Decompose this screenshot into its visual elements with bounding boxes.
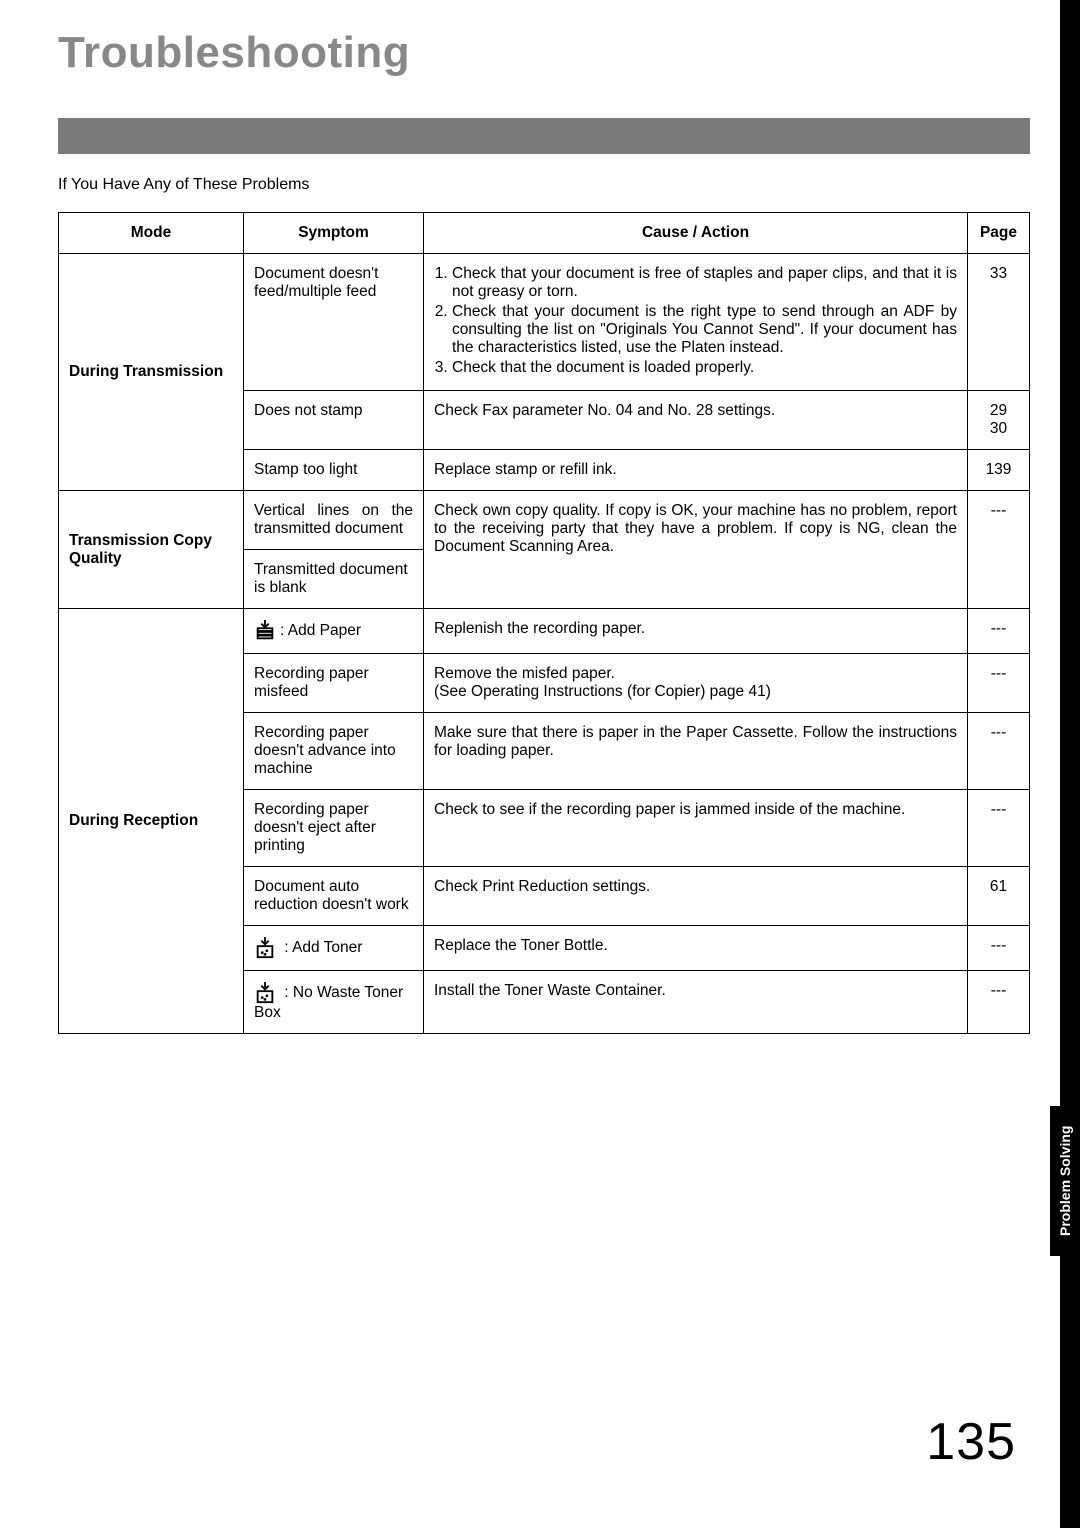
no-waste-toner-icon [254, 982, 276, 1004]
mode-reception: During Reception [59, 609, 244, 1034]
action: Check that your document is free of stap… [424, 254, 968, 391]
symptom: Vertical lines on the transmitted docume… [244, 491, 424, 550]
symptom: : Add Paper [244, 609, 424, 654]
add-paper-icon [254, 620, 276, 642]
page-ref: --- [968, 971, 1030, 1034]
action-item: Check that the document is loaded proper… [452, 359, 957, 377]
page-ref: 139 [968, 450, 1030, 491]
action: Replace the Toner Bottle. [424, 926, 968, 971]
symptom: Document doesn't feed/multiple feed [244, 254, 424, 391]
subtitle: If You Have Any of These Problems [58, 176, 1030, 194]
header-action: Cause / Action [424, 213, 968, 254]
action-item: Check that your document is the right ty… [452, 303, 957, 357]
table-row: Transmission Copy Quality Vertical lines… [59, 491, 1030, 550]
header-page: Page [968, 213, 1030, 254]
mode-transmission: During Transmission [59, 254, 244, 491]
symptom: : No Waste Toner Box [244, 971, 424, 1034]
header-symptom: Symptom [244, 213, 424, 254]
symptom: Transmitted document is blank [244, 550, 424, 609]
action-item: Check that your document is free of stap… [452, 265, 957, 301]
action: Remove the misfed paper. (See Operating … [424, 654, 968, 713]
page-content: Troubleshooting If You Have Any of These… [0, 0, 1080, 1528]
symptom-text: Vertical lines on the transmitted docume… [254, 502, 413, 538]
symptom: Document auto reduction doesn't work [244, 867, 424, 926]
table-row: During Reception : Add Paper Replenish t… [59, 609, 1030, 654]
section-banner [58, 118, 1030, 154]
page-number: 135 [926, 1412, 1016, 1472]
page-title: Troubleshooting [58, 28, 1030, 78]
action: Replenish the recording paper. [424, 609, 968, 654]
page-ref: --- [968, 654, 1030, 713]
action: Check own copy quality. If copy is OK, y… [424, 491, 968, 609]
symptom: Does not stamp [244, 391, 424, 450]
symptom: Recording paper doesn't advance into mac… [244, 713, 424, 790]
add-toner-icon [254, 937, 276, 959]
page-ref: 61 [968, 867, 1030, 926]
action: Make sure that there is paper in the Pap… [424, 713, 968, 790]
header-mode: Mode [59, 213, 244, 254]
action: Install the Toner Waste Container. [424, 971, 968, 1034]
page-ref-line: 29 [990, 402, 1007, 419]
symptom: Recording paper doesn't eject after prin… [244, 790, 424, 867]
action-line: (See Operating Instructions (for Copier)… [434, 683, 771, 700]
page-ref: 29 30 [968, 391, 1030, 450]
page-ref-line: 30 [990, 420, 1007, 437]
table-header-row: Mode Symptom Cause / Action Page [59, 213, 1030, 254]
side-tab: Problem Solving [1050, 1106, 1080, 1256]
symptom-label: : No Waste Toner Box [254, 984, 403, 1021]
page-ref: --- [968, 713, 1030, 790]
table-row: During Transmission Document doesn't fee… [59, 254, 1030, 391]
symptom-label: : Add Paper [280, 622, 361, 639]
action: Replace stamp or refill ink. [424, 450, 968, 491]
action-line: Remove the misfed paper. [434, 665, 615, 682]
mode-tx-quality: Transmission Copy Quality [59, 491, 244, 609]
action: Check Print Reduction settings. [424, 867, 968, 926]
action: Check Fax parameter No. 04 and No. 28 se… [424, 391, 968, 450]
symptom: : Add Toner [244, 926, 424, 971]
page-ref: --- [968, 491, 1030, 609]
symptom-label: : Add Toner [280, 939, 362, 956]
troubleshooting-table: Mode Symptom Cause / Action Page During … [58, 212, 1030, 1034]
page-ref: --- [968, 926, 1030, 971]
page-ref: 33 [968, 254, 1030, 391]
action: Check to see if the recording paper is j… [424, 790, 968, 867]
page-ref: --- [968, 609, 1030, 654]
symptom: Recording paper misfeed [244, 654, 424, 713]
symptom: Stamp too light [244, 450, 424, 491]
page-ref: --- [968, 790, 1030, 867]
